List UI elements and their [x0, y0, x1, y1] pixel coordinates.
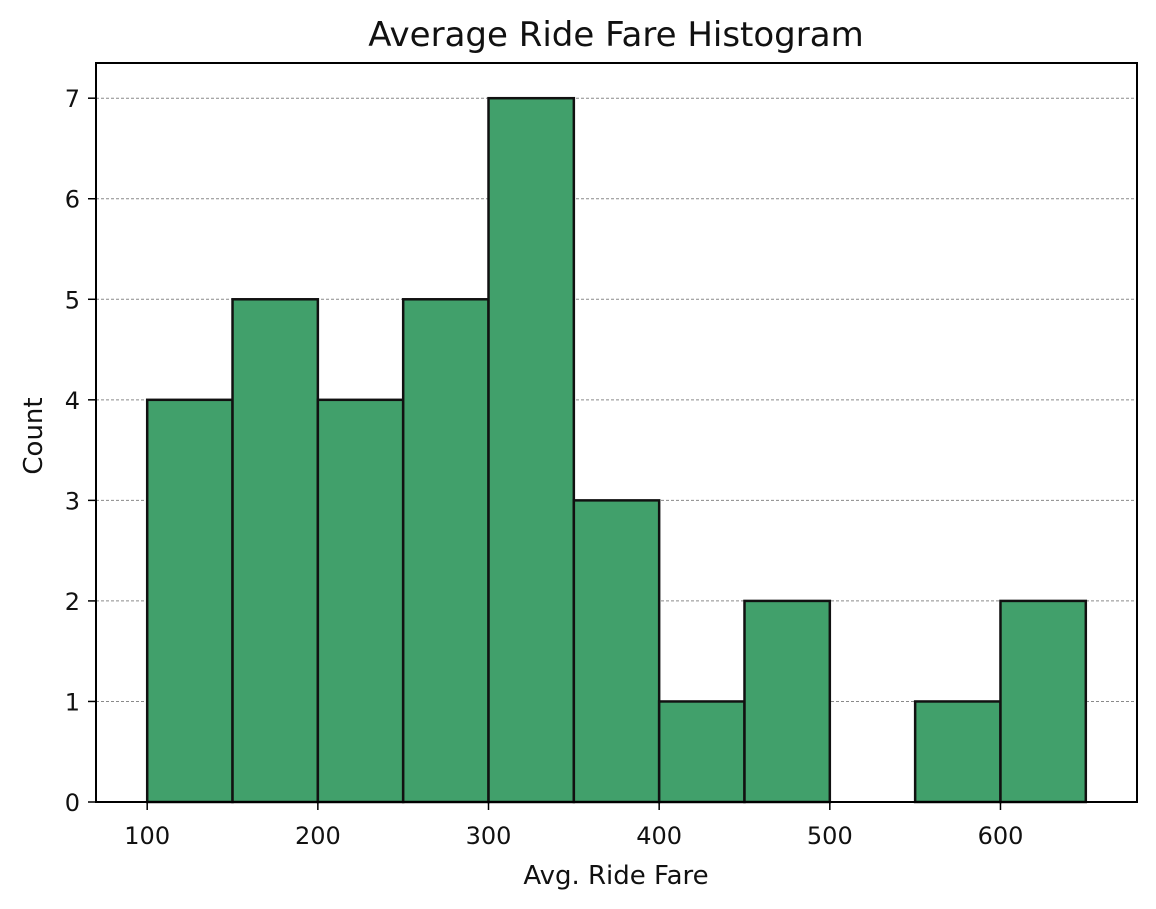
y-tick-label: 1 — [65, 688, 80, 716]
y-tick-label: 2 — [65, 588, 80, 616]
histogram-bar — [316, 398, 405, 804]
chart-title: Average Ride Fare Histogram — [368, 15, 863, 55]
histogram-bar — [487, 96, 576, 804]
histogram-bar — [145, 398, 234, 804]
x-axis-ticks: 100 200 300 400 500 600 — [124, 802, 1023, 850]
histogram-bar — [401, 298, 490, 804]
x-tick-label: 600 — [978, 822, 1024, 850]
x-tick-label: 200 — [295, 822, 341, 850]
y-tick-label: 3 — [65, 487, 80, 515]
histogram-bar — [657, 700, 746, 804]
histogram-bar — [743, 599, 832, 804]
histogram-bar — [999, 599, 1088, 804]
x-tick-label: 300 — [466, 822, 512, 850]
y-axis-label: Count — [19, 397, 49, 474]
x-axis-label: Avg. Ride Fare — [523, 861, 708, 891]
histogram-bar — [913, 700, 1002, 804]
histogram-bar — [572, 499, 661, 804]
histogram-bars — [145, 96, 1088, 804]
histogram-bar — [231, 298, 320, 804]
y-axis-ticks: 0 1 2 3 4 5 6 7 — [65, 85, 96, 817]
y-tick-label: 7 — [65, 85, 80, 113]
y-tick-label: 5 — [65, 286, 80, 314]
y-tick-label: 6 — [65, 186, 80, 214]
plot-frame — [95, 62, 1138, 803]
y-tick-label: 0 — [65, 789, 80, 817]
x-tick-label: 400 — [636, 822, 682, 850]
x-tick-label: 500 — [807, 822, 853, 850]
x-tick-label: 100 — [124, 822, 170, 850]
y-tick-label: 4 — [65, 387, 80, 415]
